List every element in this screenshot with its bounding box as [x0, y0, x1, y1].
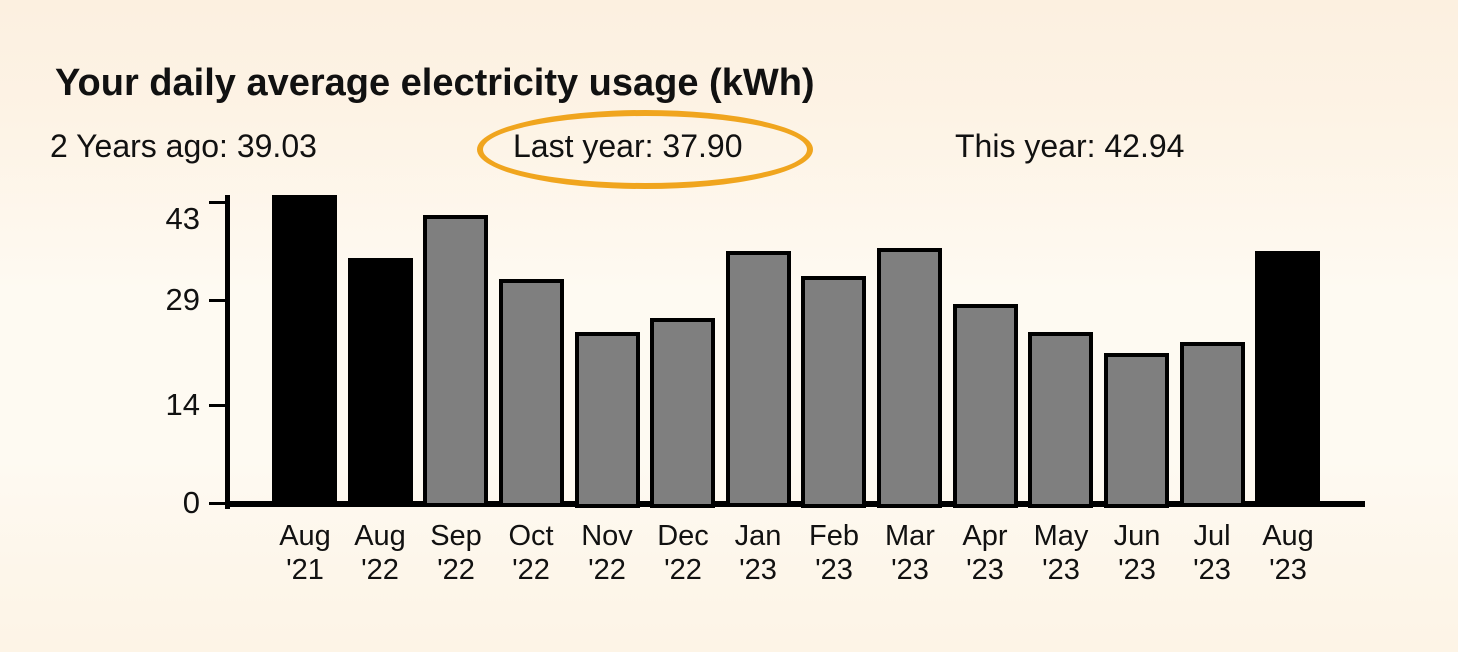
y-axis-line [225, 195, 230, 509]
x-label-nov-22: Nov '22 [581, 520, 633, 586]
x-label-aug-23: Aug '23 [1262, 520, 1314, 586]
bar-aug-23 [1255, 251, 1320, 507]
y-tick-label-29: 29 [165, 282, 200, 317]
bar-jul-23 [1180, 342, 1245, 507]
x-axis-line [225, 501, 1365, 507]
x-label-jul-23: Jul '23 [1193, 520, 1231, 586]
bar-sep-22 [423, 215, 488, 507]
bar-jan-23 [726, 251, 791, 507]
x-label-apr-23: Apr '23 [962, 520, 1008, 586]
y-tick-43 [209, 201, 225, 204]
bar-apr-23 [953, 304, 1018, 508]
y-tick-label-43: 43 [165, 201, 200, 236]
x-label-dec-22: Dec '22 [657, 520, 709, 586]
bar-dec-22 [650, 318, 715, 508]
y-tick-label-14: 14 [165, 387, 200, 422]
y-tick-29 [209, 299, 225, 302]
x-label-jan-23: Jan '23 [734, 520, 782, 586]
bar-nov-22 [575, 332, 640, 508]
x-label-may-23: May '23 [1033, 520, 1089, 586]
x-label-aug-22: Aug '22 [354, 520, 406, 586]
bar-jun-23 [1104, 353, 1169, 508]
x-label-oct-22: Oct '22 [508, 520, 554, 586]
stat-last-year: Last year: 37.90 [513, 128, 743, 164]
y-tick-label-0: 0 [182, 485, 200, 520]
x-label-feb-23: Feb '23 [809, 520, 859, 586]
bar-mar-23 [877, 248, 942, 508]
x-label-sep-22: Sep '22 [430, 520, 482, 586]
stat-this-year: This year: 42.94 [955, 128, 1185, 164]
bar-may-23 [1028, 332, 1093, 508]
x-label-mar-23: Mar '23 [885, 520, 935, 586]
bar-aug-21 [272, 195, 337, 507]
y-tick-14 [209, 404, 225, 407]
y-tick-0 [209, 502, 225, 505]
bar-oct-22 [499, 279, 564, 507]
stat-two-years-ago: 2 Years ago: 39.03 [50, 128, 317, 164]
page-title: Your daily average electricity usage (kW… [55, 62, 815, 104]
bar-aug-22 [348, 258, 413, 507]
x-label-aug-21: Aug '21 [279, 520, 331, 586]
bar-feb-23 [801, 276, 866, 508]
x-label-jun-23: Jun '23 [1113, 520, 1161, 586]
